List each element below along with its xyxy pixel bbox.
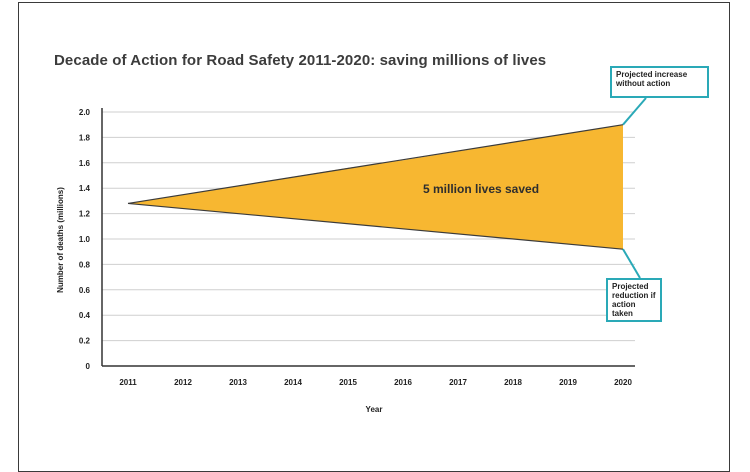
top-callout-pointer <box>622 97 647 126</box>
x-tick-label: 2020 <box>614 378 632 387</box>
area-label: 5 million lives saved <box>423 182 539 196</box>
x-tick-label: 2016 <box>394 378 412 387</box>
y-tick-label: 2.0 <box>79 108 91 117</box>
x-tick-label: 2015 <box>339 378 357 387</box>
y-tick-label: 0.2 <box>79 337 91 346</box>
x-tick-label: 2011 <box>119 378 137 387</box>
chart-title: Decade of Action for Road Safety 2011-20… <box>54 52 547 69</box>
y-tick-label: 1.6 <box>79 159 91 168</box>
y-tick-label: 1.0 <box>79 235 91 244</box>
x-tick-labels: 2011 2012 2013 2014 2015 2016 2017 2018 2019 2020 <box>119 378 632 387</box>
area-chart: 0 0.2 0.4 0.6 0.8 1.0 1.2 1.4 1.6 1.8 2.0 2011 2012… <box>56 97 647 414</box>
projected-increase-callout: Projected increase without action <box>610 66 709 98</box>
projected-reduction-line <box>127 202 624 250</box>
x-axis-label: Year <box>366 405 383 414</box>
x-tick-label: 2019 <box>559 378 577 387</box>
y-tick-label: 0.4 <box>79 311 91 320</box>
y-tick-label: 0.8 <box>79 260 91 269</box>
y-tick-label: 0 <box>86 362 91 371</box>
x-tick-label: 2014 <box>284 378 302 387</box>
y-tick-label: 1.2 <box>79 210 91 219</box>
y-axis-label: Number of deaths (millions) <box>56 187 65 293</box>
bottom-callout-pointer <box>622 248 641 279</box>
y-tick-label: 0.6 <box>79 286 91 295</box>
projected-reduction-callout: Projected reduction if action taken <box>606 278 662 322</box>
y-tick-labels: 0 0.2 0.4 0.6 0.8 1.0 1.2 1.4 1.6 1.8 2.0 <box>79 108 91 371</box>
lives-saved-area <box>128 124 623 250</box>
y-tick-label: 1.8 <box>79 133 91 142</box>
x-tick-label: 2018 <box>504 378 522 387</box>
projected-increase-line <box>127 124 624 205</box>
x-tick-label: 2013 <box>229 378 247 387</box>
x-tick-label: 2017 <box>449 378 467 387</box>
x-tick-label: 2012 <box>174 378 192 387</box>
y-tick-label: 1.4 <box>79 184 91 193</box>
